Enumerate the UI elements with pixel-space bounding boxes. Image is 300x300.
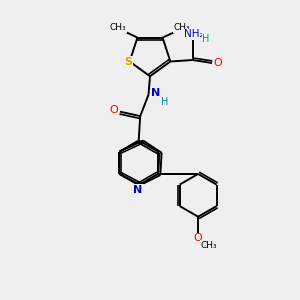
Text: NH₂: NH₂	[184, 29, 204, 40]
Text: N: N	[134, 184, 143, 194]
Text: CH₃: CH₃	[110, 23, 126, 32]
Text: O: O	[214, 58, 222, 68]
Text: H: H	[202, 34, 210, 44]
Text: O: O	[109, 105, 118, 115]
Text: N: N	[151, 88, 160, 98]
Text: H: H	[161, 97, 169, 107]
Text: CH₃: CH₃	[173, 23, 190, 32]
Text: CH₃: CH₃	[200, 241, 217, 250]
Text: S: S	[124, 56, 132, 67]
Text: O: O	[194, 233, 203, 243]
